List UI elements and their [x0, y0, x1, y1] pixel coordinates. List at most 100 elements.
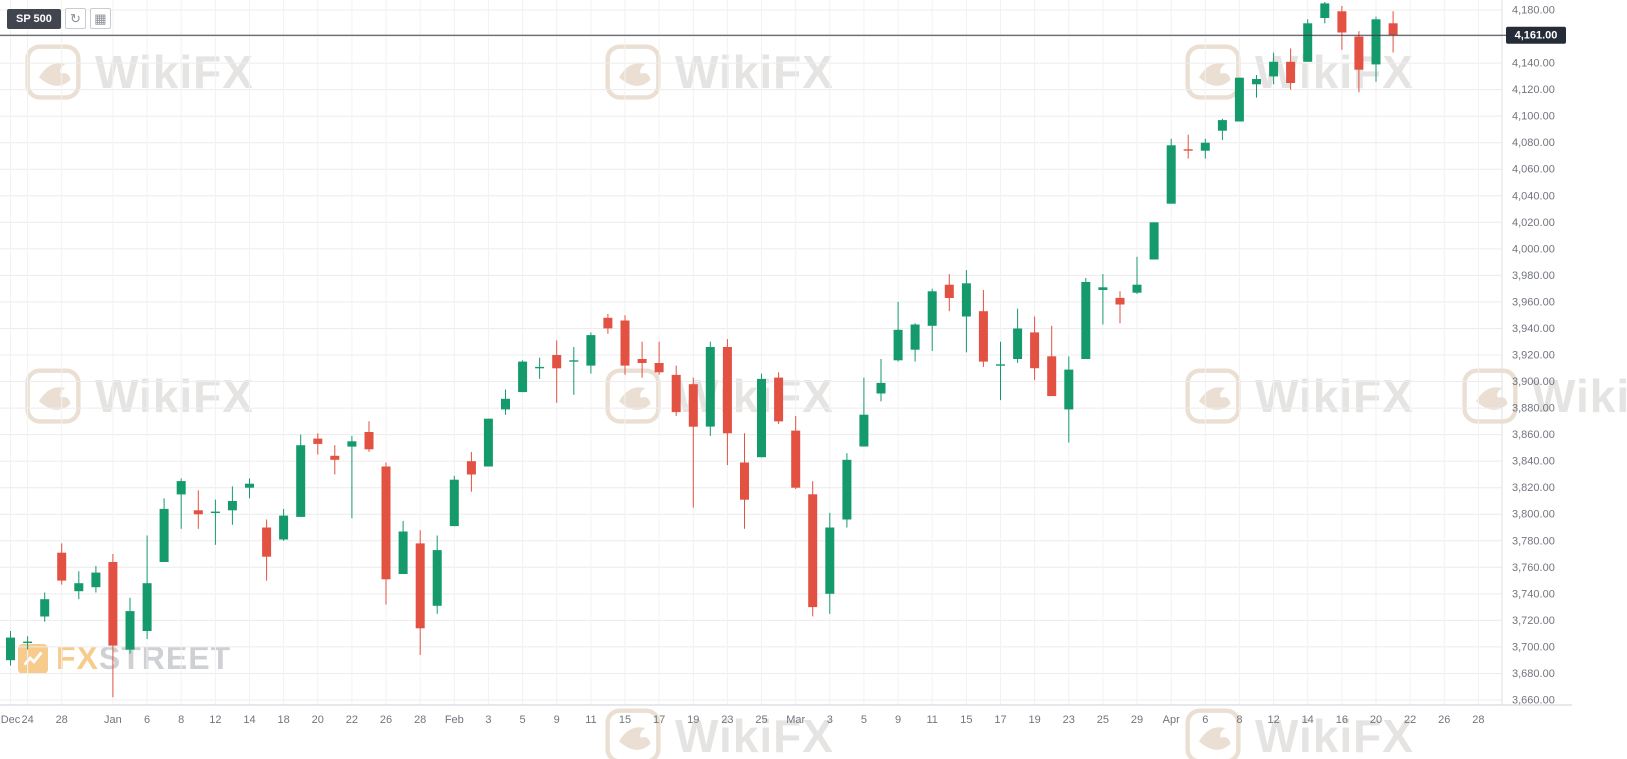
svg-text:Feb: Feb [445, 714, 464, 726]
svg-text:8: 8 [178, 714, 184, 726]
wikifx-watermark: WikiFX [1185, 368, 1414, 424]
chart-toolbar: SP 500 ↻ ▦ [7, 8, 111, 29]
wikifx-watermark: WikiFX [1185, 708, 1414, 759]
calendar-icon: ▦ [94, 11, 107, 26]
svg-text:4,020.00: 4,020.00 [1512, 217, 1555, 229]
svg-text:3,960.00: 3,960.00 [1512, 296, 1555, 308]
svg-text:14: 14 [1302, 714, 1314, 726]
svg-text:3,740.00: 3,740.00 [1512, 588, 1555, 600]
svg-text:4,180.00: 4,180.00 [1512, 5, 1555, 17]
svg-text:26: 26 [1438, 714, 1450, 726]
svg-text:3,840.00: 3,840.00 [1512, 456, 1555, 468]
wikifx-watermark-text: WikiFX [1255, 370, 1414, 422]
svg-text:22: 22 [346, 714, 358, 726]
wikifx-watermark: WikiFX [25, 368, 254, 424]
svg-text:12: 12 [1267, 714, 1279, 726]
svg-text:4,060.00: 4,060.00 [1512, 164, 1555, 176]
svg-text:4,000.00: 4,000.00 [1512, 243, 1555, 255]
svg-text:3: 3 [827, 714, 833, 726]
svg-text:29: 29 [1131, 714, 1143, 726]
wikifx-logo-icon [605, 44, 661, 100]
svg-text:28: 28 [414, 714, 426, 726]
fxstreet-logo-text: FXSTREET [56, 640, 231, 677]
wikifx-watermark-text: WikiFX [675, 370, 834, 422]
grid-vertical [10, 0, 1479, 705]
wikifx-watermark: WikiFX [605, 368, 834, 424]
svg-text:5: 5 [520, 714, 526, 726]
svg-text:9: 9 [895, 714, 901, 726]
wikifx-watermark: WikiFX [605, 708, 834, 759]
candles [6, 2, 1398, 698]
svg-text:24: 24 [21, 714, 33, 726]
wikifx-watermark-text: WikiFX [675, 710, 834, 759]
svg-text:Dec: Dec [1, 714, 21, 726]
grid-horizontal [0, 9, 1502, 701]
svg-text:4,161.00: 4,161.00 [1515, 30, 1558, 42]
svg-text:3,720.00: 3,720.00 [1512, 615, 1555, 627]
svg-text:28: 28 [1472, 714, 1484, 726]
svg-text:3: 3 [485, 714, 491, 726]
svg-text:11: 11 [926, 714, 937, 726]
svg-text:15: 15 [619, 714, 631, 726]
svg-text:28: 28 [56, 714, 68, 726]
svg-text:4,120.00: 4,120.00 [1512, 84, 1555, 96]
wikifx-logo-icon [1185, 44, 1241, 100]
svg-text:23: 23 [721, 714, 733, 726]
date-axis-labels: Dec 24 28 Jan 6 8 12 14 18 20 22 26 28 Feb 3 5 9 11 15 17 19… [1, 714, 1485, 726]
symbol-button[interactable]: SP 500 [7, 8, 61, 29]
wikifx-watermark-text: WikiFX [1255, 710, 1414, 759]
svg-text:5: 5 [861, 714, 867, 726]
wikifx-logo-icon [605, 368, 661, 424]
svg-text:3,680.00: 3,680.00 [1512, 668, 1555, 680]
svg-text:15: 15 [960, 714, 972, 726]
wikifx-logo-icon [1185, 708, 1241, 759]
svg-text:4,140.00: 4,140.00 [1512, 58, 1555, 70]
svg-text:19: 19 [1028, 714, 1040, 726]
svg-text:3,920.00: 3,920.00 [1512, 350, 1555, 362]
svg-text:23: 23 [1063, 714, 1075, 726]
svg-text:3,760.00: 3,760.00 [1512, 562, 1555, 574]
svg-text:19: 19 [687, 714, 699, 726]
wikifx-logo-icon [605, 708, 661, 759]
svg-text:14: 14 [243, 714, 255, 726]
wikifx-watermark: WikiFX [1462, 368, 1627, 424]
svg-text:Mar: Mar [786, 714, 805, 726]
wikifx-logo-icon [1462, 368, 1518, 424]
svg-text:3,900.00: 3,900.00 [1512, 376, 1555, 388]
svg-text:3,700.00: 3,700.00 [1512, 641, 1555, 653]
svg-text:26: 26 [380, 714, 392, 726]
svg-text:9: 9 [554, 714, 560, 726]
refresh-button[interactable]: ↻ [64, 8, 86, 29]
svg-text:17: 17 [994, 714, 1006, 726]
svg-text:20: 20 [1370, 714, 1382, 726]
current-price-badge: 4,161.00 [1506, 26, 1566, 44]
svg-text:8: 8 [1236, 714, 1242, 726]
svg-text:17: 17 [653, 714, 665, 726]
svg-text:4,080.00: 4,080.00 [1512, 137, 1555, 149]
svg-text:18: 18 [277, 714, 289, 726]
wikifx-watermark-text: WikiFX [1532, 370, 1627, 422]
refresh-icon: ↻ [69, 11, 81, 26]
svg-text:3,940.00: 3,940.00 [1512, 323, 1555, 335]
svg-text:4,040.00: 4,040.00 [1512, 190, 1555, 202]
svg-text:3,780.00: 3,780.00 [1512, 535, 1555, 547]
svg-text:3,800.00: 3,800.00 [1512, 509, 1555, 521]
wikifx-logo-icon [1185, 368, 1241, 424]
svg-text:3,880.00: 3,880.00 [1512, 403, 1555, 415]
svg-text:6: 6 [144, 714, 150, 726]
fxstreet-logo: FXSTREET [18, 640, 231, 677]
svg-text:3,820.00: 3,820.00 [1512, 482, 1555, 494]
svg-text:22: 22 [1404, 714, 1416, 726]
svg-text:11: 11 [585, 714, 596, 726]
price-axis-labels: 4,180.004,160.004,140.004,120.004,100.00… [1512, 5, 1555, 707]
svg-text:6: 6 [1202, 714, 1208, 726]
svg-text:Apr: Apr [1163, 714, 1180, 726]
calendar-button[interactable]: ▦ [89, 8, 111, 29]
svg-text:25: 25 [755, 714, 767, 726]
svg-text:16: 16 [1336, 714, 1348, 726]
wikifx-watermark-text: WikiFX [95, 370, 254, 422]
svg-text:20: 20 [312, 714, 324, 726]
svg-text:3,660.00: 3,660.00 [1512, 695, 1555, 707]
